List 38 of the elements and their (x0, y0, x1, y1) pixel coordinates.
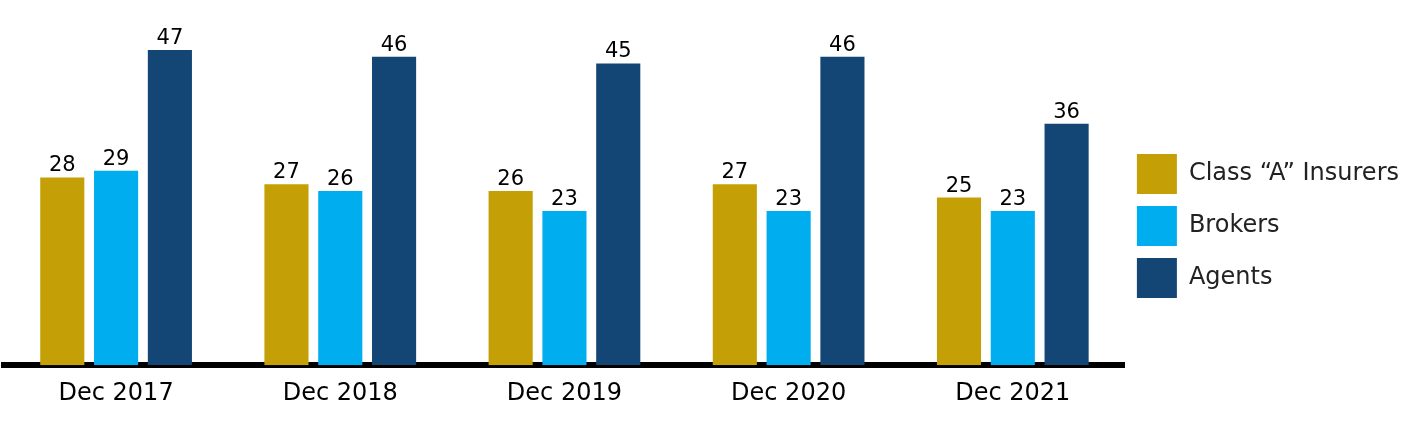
legend-label: Brokers (1188, 210, 1280, 239)
bar (372, 56, 417, 366)
data-label: 46 (829, 31, 856, 56)
data-label: 25 (945, 172, 973, 197)
data-label: 36 (1053, 98, 1080, 123)
data-label: 23 (999, 185, 1027, 210)
x-tick-label: Dec 2019 (506, 377, 623, 406)
bar (766, 211, 811, 366)
data-label: 27 (273, 159, 300, 184)
x-tick-label: Dec 2018 (282, 377, 398, 406)
data-label: 23 (551, 185, 578, 210)
data-label: 23 (775, 185, 802, 210)
bar (94, 170, 139, 366)
x-tick-label: Dec 2020 (731, 377, 847, 406)
bar (40, 177, 85, 366)
bar (264, 184, 309, 366)
data-label: 47 (156, 25, 184, 50)
data-label: 45 (604, 38, 632, 63)
x-tick-label: Dec 2021 (955, 377, 1071, 406)
bar (1044, 123, 1089, 366)
legend-label: Agents (1188, 262, 1273, 291)
bar (318, 190, 363, 366)
data-label: 28 (48, 152, 76, 177)
bar (820, 56, 865, 366)
legend-label: Class “A” Insurers (1188, 158, 1399, 187)
data-label: 27 (721, 159, 749, 184)
bar (990, 211, 1035, 366)
x-tick-label: Dec 2017 (58, 377, 174, 406)
data-label: 26 (497, 165, 525, 190)
bar (712, 184, 757, 366)
data-label: 46 (380, 31, 408, 56)
bar (596, 63, 641, 366)
bar (147, 50, 192, 366)
data-label: 29 (102, 145, 130, 170)
bar (542, 211, 587, 366)
data-label: 26 (326, 165, 354, 190)
bar (488, 190, 533, 366)
bar (936, 197, 982, 366)
